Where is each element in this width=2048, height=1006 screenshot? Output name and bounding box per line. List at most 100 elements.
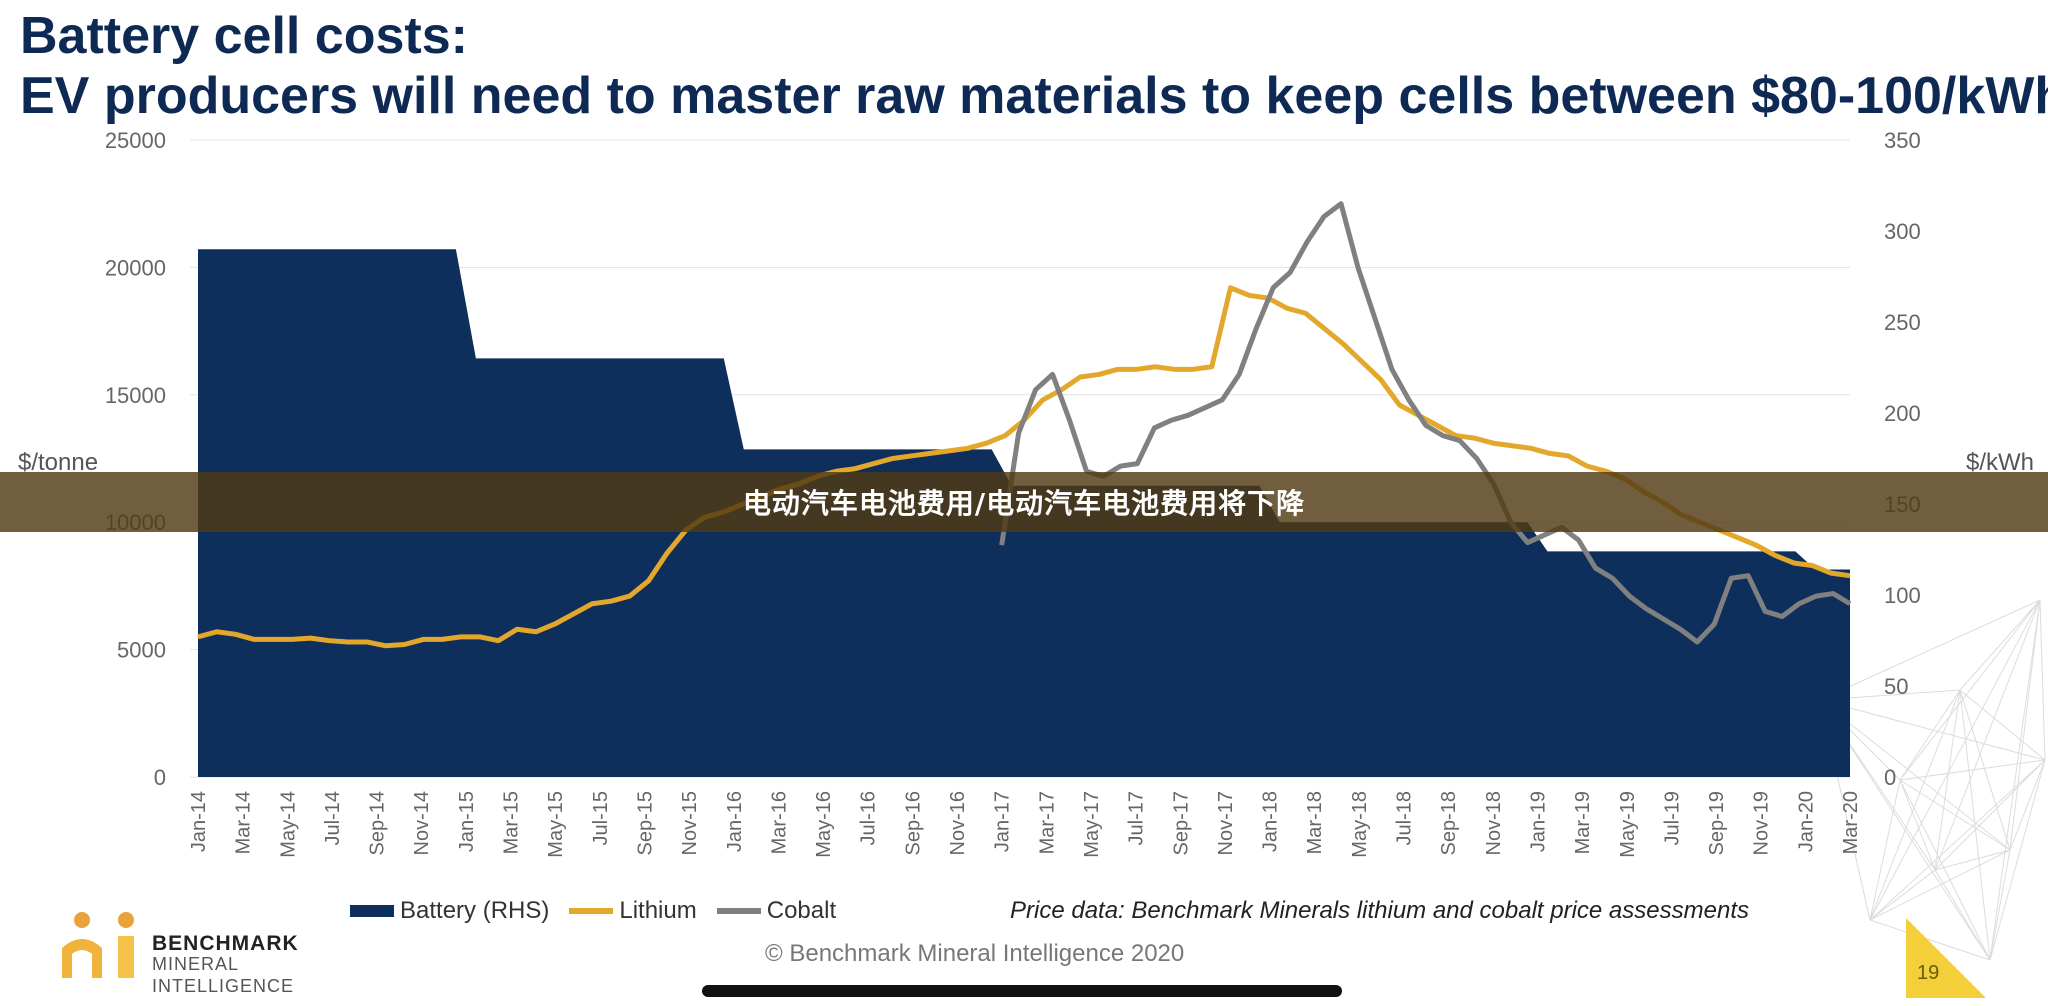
- network-edge: [1869, 779, 1901, 921]
- legend-label-battery: Battery (RHS): [400, 897, 550, 924]
- page-number: 19: [1917, 962, 1940, 984]
- logo-text-mineral: MINERAL: [152, 954, 240, 974]
- y-right-tick-label: 250: [1884, 310, 1921, 335]
- caption-banner: 电动汽车电池费用/电动汽车电池费用将下降: [0, 472, 2048, 532]
- x-tick-label: Jan-17: [992, 791, 1014, 852]
- network-edge: [1934, 849, 2011, 871]
- network-edge: [1869, 869, 1936, 921]
- y-right-tick-label: 50: [1884, 674, 1908, 699]
- x-tick-label: Mar-15: [501, 791, 523, 854]
- x-tick-label: May-15: [545, 791, 567, 858]
- network-edge: [1899, 779, 1991, 961]
- x-tick-label: Jan-15: [456, 791, 478, 852]
- x-tick-label: Jul-17: [1126, 791, 1148, 845]
- network-edge: [1899, 779, 1936, 871]
- chart-legend: Battery (RHS) Lithium Cobalt: [350, 897, 856, 925]
- caption-banner-text: 电动汽车电池费用/电动汽车电池费用将下降: [742, 487, 1306, 520]
- x-tick-label: May-18: [1349, 791, 1371, 858]
- y-right-tick-label: 300: [1884, 219, 1921, 244]
- y-left-tick-label: 20000: [105, 255, 166, 280]
- network-edge: [1934, 689, 1961, 871]
- benchmark-logo-icon: [62, 912, 134, 978]
- network-edge: [1899, 599, 2041, 781]
- network-edge: [1934, 599, 2041, 871]
- x-tick-label: Jan-19: [1527, 791, 1549, 852]
- copyright-text: © Benchmark Mineral Intelligence 2020: [765, 940, 1185, 967]
- network-edge: [1899, 759, 2046, 781]
- x-tick-label: Jan-18: [1260, 791, 1282, 852]
- y-left-tick-label: 25000: [105, 128, 166, 153]
- network-edge: [1934, 869, 1991, 961]
- logo-text-benchmark: BENCHMARK: [152, 932, 299, 955]
- x-tick-label: Nov-15: [679, 791, 701, 855]
- network-edge: [1989, 849, 2011, 961]
- x-tick-label: Mar-18: [1304, 791, 1326, 854]
- x-tick-label: Jan-20: [1795, 791, 1817, 852]
- x-tick-label: Sep-16: [902, 791, 924, 856]
- x-tick-label: Nov-16: [947, 791, 969, 855]
- page-title-line2: EV producers will need to master raw mat…: [20, 67, 2048, 125]
- y-right-tick-label: 0: [1884, 765, 1896, 790]
- x-tick-label: Mar-17: [1036, 791, 1058, 854]
- x-tick-label: Sep-18: [1438, 791, 1460, 856]
- legend-item-battery: Battery (RHS): [350, 897, 549, 925]
- network-edge: [1869, 759, 2046, 921]
- x-tick-label: Mar-16: [768, 791, 790, 854]
- legend-label-cobalt: Cobalt: [766, 897, 837, 924]
- x-tick-label: Sep-14: [367, 791, 389, 856]
- y-right-axis-label: $/kWh: [1966, 449, 2034, 476]
- network-edge: [2009, 759, 2046, 851]
- page-title-line1: Battery cell costs:: [20, 7, 468, 65]
- x-tick-label: Mar-19: [1572, 791, 1594, 854]
- y-right-tick-label: 200: [1884, 401, 1921, 426]
- y-left-tick-label: 15000: [105, 383, 166, 408]
- network-edge: [1959, 689, 2011, 851]
- legend-item-lithium: Lithium: [569, 897, 697, 925]
- network-edge: [1959, 599, 2041, 691]
- y-right-tick-label: 350: [1884, 128, 1921, 153]
- x-tick-label: Nov-19: [1751, 791, 1773, 855]
- legend-item-cobalt: Cobalt: [716, 897, 837, 925]
- y-left-tick-label: 5000: [117, 638, 166, 663]
- price-data-note: Price data: Benchmark Minerals lithium a…: [1010, 897, 1749, 924]
- x-tick-label: Jan-16: [724, 791, 746, 852]
- page-corner-triangle: [1906, 918, 1986, 998]
- network-edge: [1819, 699, 2046, 761]
- network-edge: [1989, 759, 2046, 961]
- network-edge: [1869, 689, 1961, 921]
- network-edge: [1959, 689, 2046, 761]
- legend-swatch-lithium: [569, 908, 614, 914]
- logo-text-intelligence: INTELLIGENCE: [152, 976, 295, 996]
- x-tick-label: Nov-14: [411, 791, 433, 855]
- x-tick-label: Jul-15: [590, 791, 612, 845]
- home-indicator-bar: [702, 985, 1342, 997]
- x-tick-label: Sep-19: [1706, 791, 1728, 856]
- x-tick-label: May-19: [1617, 791, 1639, 858]
- x-tick-label: Mar-20: [1840, 791, 1862, 854]
- network-edge: [2009, 599, 2041, 851]
- network-edge: [1899, 689, 1961, 781]
- network-edge: [1989, 599, 2041, 961]
- network-edge: [1819, 699, 2011, 851]
- x-tick-label: May-14: [277, 791, 299, 858]
- y-right-tick-label: 100: [1884, 583, 1921, 608]
- y-left-axis-label: $/tonne: [18, 449, 98, 476]
- x-tick-label: Jul-19: [1661, 791, 1683, 845]
- cobalt-line: [999, 201, 1852, 645]
- x-tick-label: Sep-17: [1170, 791, 1192, 856]
- y-left-tick-label: 0: [154, 765, 166, 790]
- x-tick-label: Jul-18: [1394, 791, 1416, 845]
- network-edge: [1819, 599, 2041, 701]
- legend-label-lithium: Lithium: [619, 897, 697, 924]
- network-edge: [1899, 779, 2011, 851]
- network-edge: [1934, 759, 2046, 871]
- x-tick-label: May-16: [813, 791, 835, 858]
- legend-swatch-battery: [350, 905, 394, 917]
- x-tick-label: Jul-14: [322, 791, 344, 845]
- network-edge: [2039, 599, 2046, 761]
- x-tick-label: Nov-17: [1215, 791, 1237, 855]
- network-edge: [1959, 689, 1991, 961]
- network-edge: [1869, 599, 2041, 921]
- x-tick-label: Jul-16: [858, 791, 880, 845]
